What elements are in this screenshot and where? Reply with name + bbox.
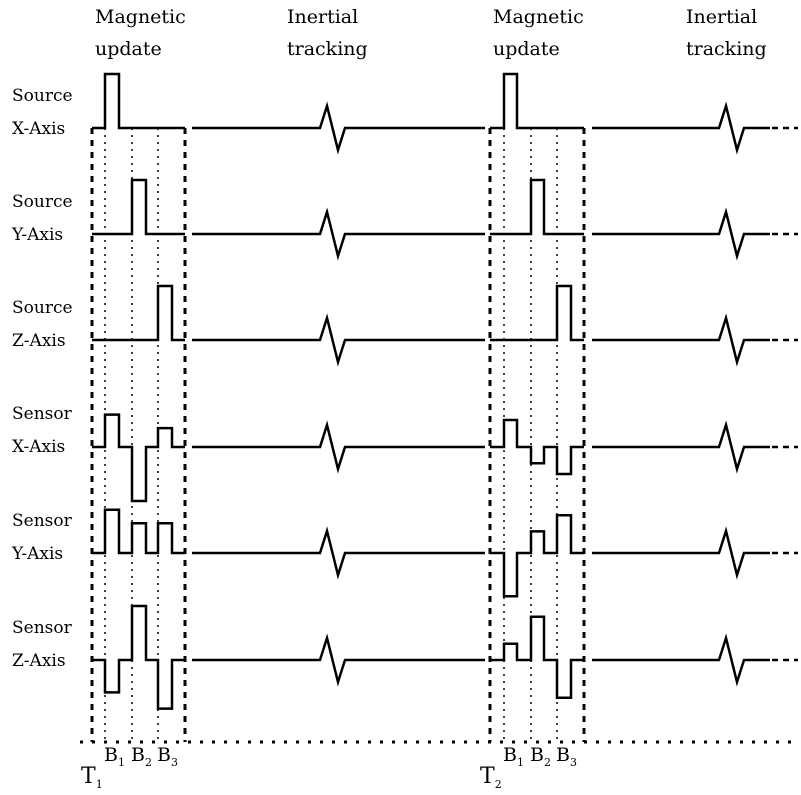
magnetic-pulse-trace: [490, 615, 584, 700]
svg-text:update: update: [493, 38, 560, 60]
svg-text:Magnetic: Magnetic: [493, 6, 584, 28]
svg-text:Y-Axis: Y-Axis: [11, 225, 63, 245]
svg-text:Magnetic: Magnetic: [95, 6, 186, 28]
waveform-row: [92, 178, 798, 261]
inertial-tracking-trace: [592, 633, 770, 687]
t2-label: T2: [480, 764, 502, 791]
magnetic-pulse-trace: [490, 178, 584, 236]
magnetic-pulse-trace: [490, 72, 584, 130]
svg-text:tracking: tracking: [686, 38, 767, 60]
b1-label: B1: [104, 744, 125, 769]
magnetic-pulse-trace: [490, 513, 584, 598]
row-label-sensor-x-axis: Sensor X-Axis: [12, 404, 73, 457]
row-label-source-x-axis: Source X-Axis: [12, 86, 73, 139]
svg-text:Y-Axis: Y-Axis: [11, 544, 63, 564]
waveform-row: [92, 72, 798, 155]
b1-label: B1: [503, 744, 524, 769]
b2-label: B2: [530, 744, 551, 769]
inertial-tracking-trace: [592, 313, 770, 367]
magnetic-pulse-trace: [490, 418, 584, 476]
magnetic-pulse-trace: [490, 284, 584, 342]
b3-label: B3: [556, 744, 577, 769]
waveforms: [92, 72, 798, 710]
svg-text:Sensor: Sensor: [12, 404, 73, 424]
svg-text:update: update: [95, 38, 162, 60]
inertial-tracking-trace: [192, 633, 485, 687]
magnetic-pulse-trace: [92, 284, 185, 342]
row-label-sensor-z-axis: Sensor Z-Axis: [12, 618, 73, 671]
svg-text:X-Axis: X-Axis: [12, 437, 65, 457]
magnetic-pulse-trace: [92, 72, 185, 130]
header-magnetic-update-2: Magnetic update: [493, 6, 584, 60]
svg-text:Source: Source: [12, 298, 73, 318]
svg-text:Inertial: Inertial: [686, 6, 757, 28]
header-magnetic-update-1: Magnetic update: [95, 6, 186, 60]
svg-text:Sensor: Sensor: [12, 618, 73, 638]
magnetic-pulse-trace: [92, 413, 185, 503]
inertial-tracking-trace: [592, 526, 770, 580]
inertial-tracking-trace: [192, 420, 485, 474]
svg-text:Sensor: Sensor: [12, 511, 73, 531]
magnetic-pulse-trace: [92, 178, 185, 236]
waveform-row: [92, 284, 798, 367]
inertial-tracking-trace: [592, 207, 770, 261]
inertial-tracking-trace: [192, 101, 485, 155]
t1-label: T1: [81, 764, 103, 791]
b3-label: B3: [157, 744, 178, 769]
waveform-row: [92, 604, 798, 710]
magnetic-pulse-trace: [92, 604, 185, 710]
svg-text:Z-Axis: Z-Axis: [12, 331, 66, 351]
inertial-tracking-trace: [192, 207, 485, 261]
row-label-source-y-axis: Source Y-Axis: [11, 192, 73, 245]
inertial-tracking-trace: [192, 526, 485, 580]
magnetic-pulse-trace: [92, 508, 185, 555]
svg-text:Inertial: Inertial: [287, 6, 358, 28]
inertial-tracking-trace: [192, 313, 485, 367]
row-label-source-z-axis: Source Z-Axis: [12, 298, 73, 351]
row-label-sensor-y-axis: Sensor Y-Axis: [11, 511, 73, 564]
inertial-tracking-trace: [592, 420, 770, 474]
header-inertial-tracking-2: Inertial tracking: [686, 6, 767, 60]
inertial-tracking-trace: [592, 101, 770, 155]
svg-text:Z-Axis: Z-Axis: [12, 651, 66, 671]
waveform-row: [92, 508, 798, 598]
svg-text:Source: Source: [12, 192, 73, 212]
svg-text:X-Axis: X-Axis: [12, 119, 65, 139]
svg-text:tracking: tracking: [287, 38, 368, 60]
b2-label: B2: [131, 744, 152, 769]
waveform-row: [92, 413, 798, 503]
header-inertial-tracking-1: Inertial tracking: [287, 6, 368, 60]
svg-text:Source: Source: [12, 86, 73, 106]
